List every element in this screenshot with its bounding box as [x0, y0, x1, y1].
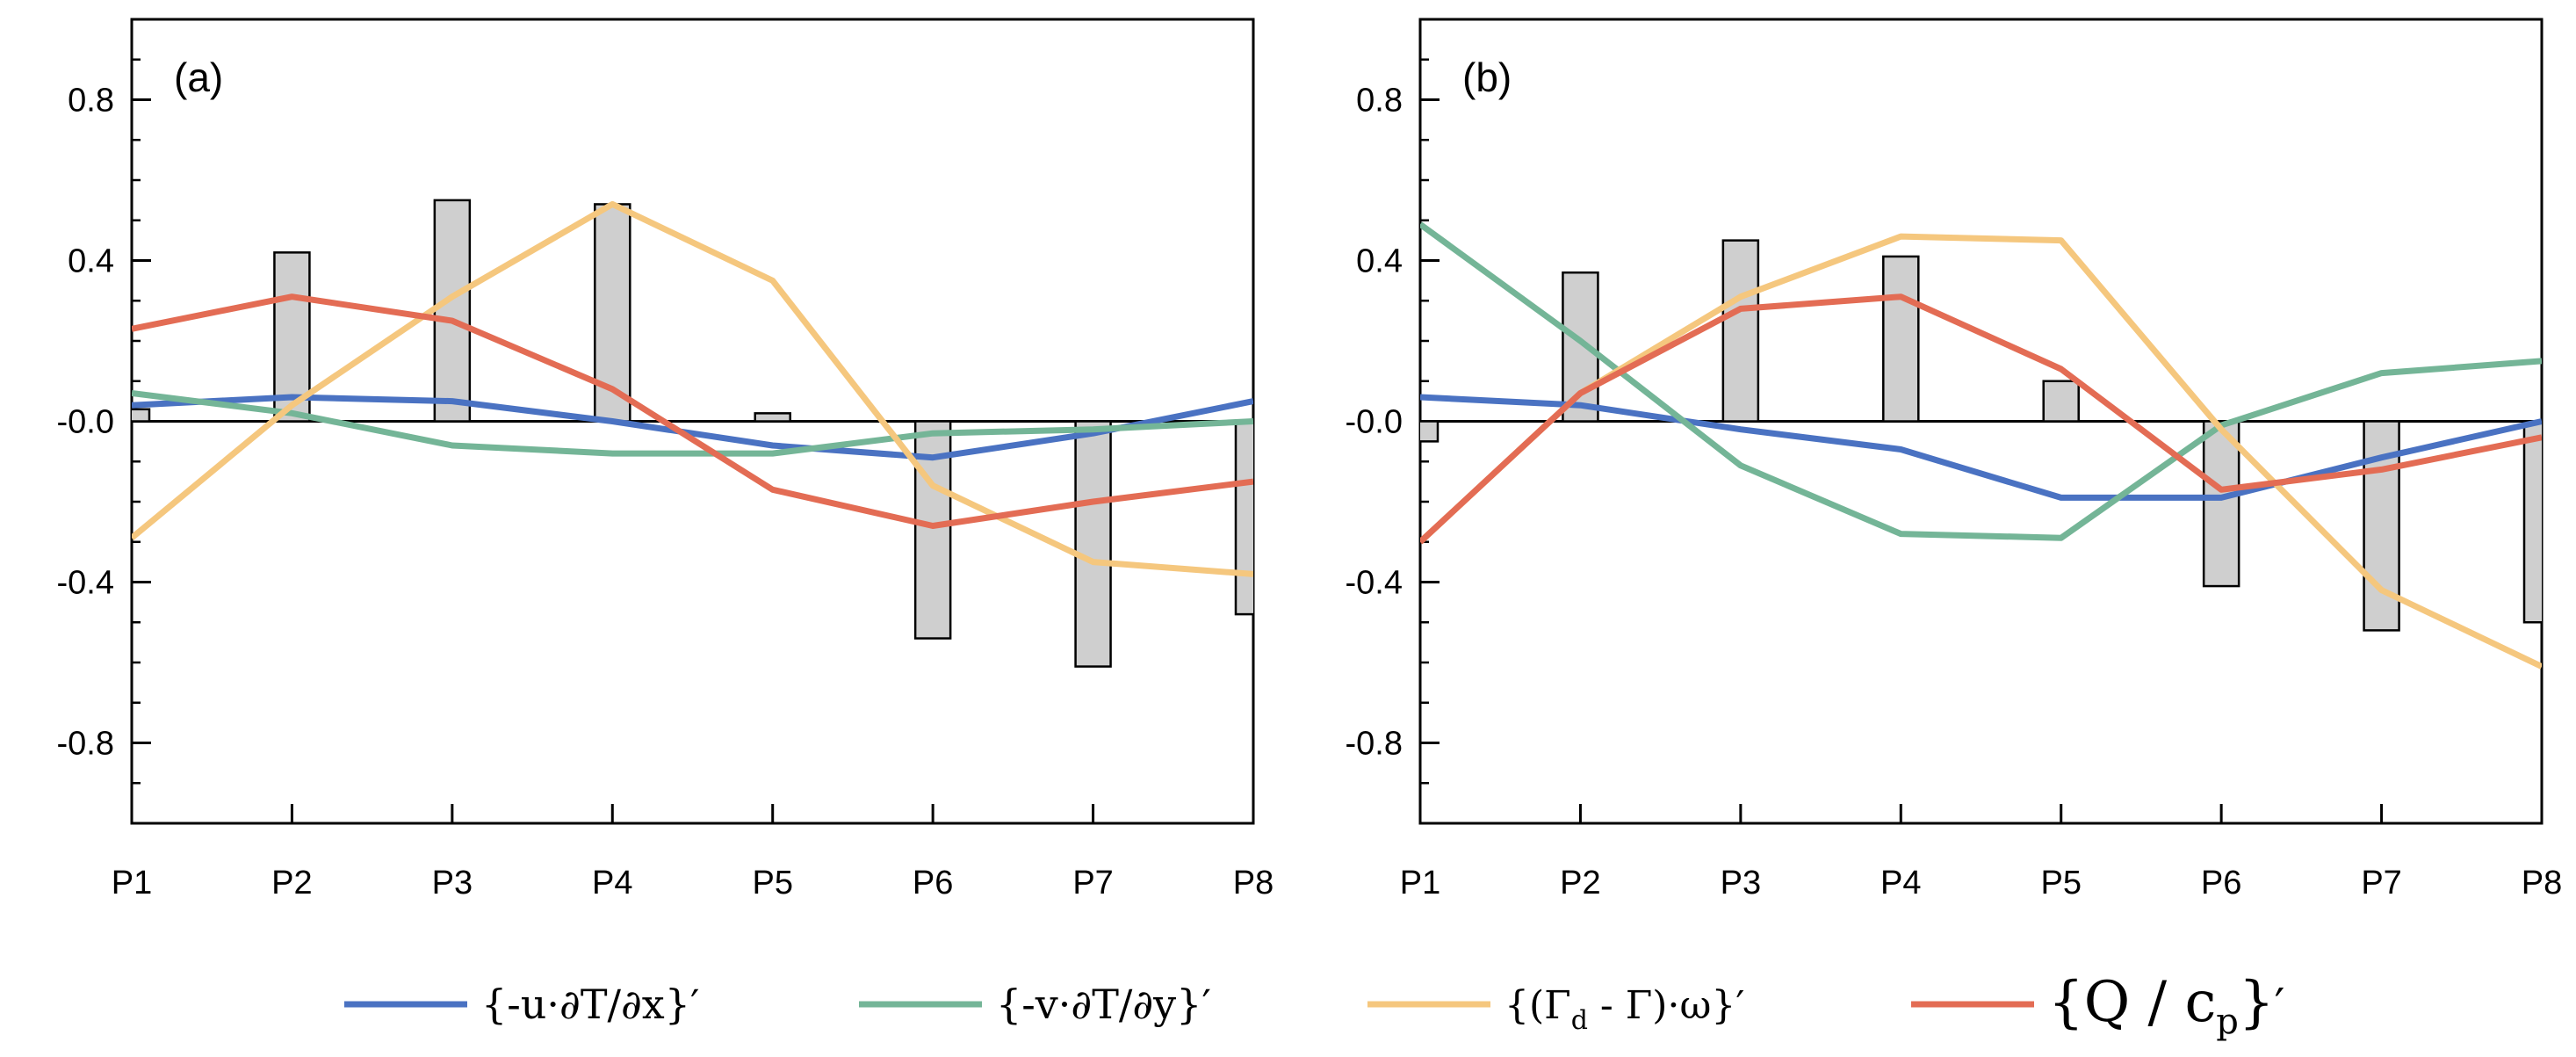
bar-p5 — [754, 412, 791, 423]
bar-p2 — [273, 251, 311, 423]
series-line-v — [1420, 221, 2542, 541]
series-line-q — [132, 293, 1253, 529]
x-tick-label: P8 — [1233, 865, 1274, 901]
series-line-q — [1420, 293, 2542, 545]
legend-label-w: {(Γd - Γ)·ω}′ — [1504, 983, 1744, 1036]
bar-p7 — [1074, 420, 1112, 668]
series-line-w — [132, 200, 1253, 577]
bar-p6 — [2202, 420, 2240, 588]
legend-item-w: {(Γd - Γ)·ω}′ — [1367, 983, 1744, 1036]
bars-b — [1420, 239, 2542, 632]
x-tick-label: P4 — [1880, 865, 1921, 901]
legend-label-q-close: } — [2239, 970, 2275, 1035]
bar-p3 — [1721, 239, 1760, 423]
legend-label-u-body: {-u·∂T/∂x} — [481, 981, 690, 1028]
x-tick-label: P1 — [112, 865, 152, 901]
y-tick-label: -0.8 — [57, 726, 114, 763]
bar-p8 — [2522, 420, 2542, 624]
bar-p4 — [1882, 255, 1920, 423]
x-tick-label: P5 — [752, 865, 792, 901]
x-tick-label: P7 — [2361, 865, 2401, 901]
legend-label-q-sub: p — [2216, 1002, 2239, 1042]
panel-label: (b) — [1462, 54, 1512, 100]
legend-label-w-open: {(Γ — [1504, 983, 1571, 1028]
series-line-u — [132, 394, 1253, 461]
x-tick-label: P7 — [1072, 865, 1113, 901]
legend-label-u-prime: ′ — [690, 981, 699, 1028]
legend-label-v: {-v·∂T/∂y}′ — [996, 981, 1211, 1028]
legend-item-q: {Q / cp}′ — [1911, 970, 2284, 1042]
series-line-u — [1420, 394, 2542, 501]
bar-p5 — [2042, 380, 2080, 423]
x-tick-label: P3 — [432, 865, 473, 901]
legend-item-u: {-u·∂T/∂x}′ — [344, 981, 699, 1028]
y-tick-label: -0.4 — [57, 565, 114, 602]
bar-p8 — [1234, 420, 1253, 616]
x-tick-label: P5 — [2040, 865, 2081, 901]
x-tick-label: P2 — [1560, 865, 1600, 901]
legend-label-q-prime: ′ — [2275, 980, 2285, 1032]
y-tick-label: 0.8 — [1356, 83, 1403, 119]
x-tick-label: P3 — [1721, 865, 1761, 901]
bar-p3 — [433, 199, 472, 423]
legend-label-w-prime: ′ — [1735, 983, 1744, 1028]
x-tick-label: P1 — [1400, 865, 1440, 901]
bars-a — [132, 199, 1253, 668]
x-tick-label: P2 — [271, 865, 312, 901]
y-tick-label: -0.0 — [1346, 404, 1403, 441]
y-tick-label: 0.4 — [68, 243, 114, 280]
legend-label-w-rest: - Γ)·ω} — [1588, 983, 1735, 1028]
y-tick-label: 0.8 — [68, 83, 114, 119]
x-tick-label: P8 — [2522, 865, 2562, 901]
legend-label-q-open: {Q / c — [2048, 970, 2216, 1035]
legend-label-v-body: {-v·∂T/∂y} — [996, 981, 1201, 1028]
series-lines-a — [132, 200, 1253, 577]
x-tick-label: P6 — [913, 865, 953, 901]
legend-label-w-sub: d — [1571, 1005, 1588, 1036]
y-tick-label: -0.0 — [57, 404, 114, 441]
x-tick-label: P4 — [592, 865, 632, 901]
bar-p1 — [1420, 420, 1440, 443]
series-line-v — [132, 390, 1253, 457]
y-tick-label: -0.8 — [1346, 726, 1403, 763]
legend-label-q: {Q / cp}′ — [2048, 970, 2284, 1042]
series-lines-b — [1420, 221, 2542, 670]
legend-label-v-prime: ′ — [1201, 981, 1210, 1028]
bar-p1 — [132, 408, 151, 423]
panel-a: 0.8 0.4 -0.0 -0.4 -0.8 P1 P2 P3 P4 P5 P6 P7 P8 (a) — [57, 18, 1274, 901]
panel-label: (a) — [174, 54, 223, 100]
panel-b: 0.8 0.4 -0.0 -0.4 -0.8 P1 P2 P3 P4 P5 P6 P7 P8 (b) — [1346, 18, 2562, 901]
legend-label-u: {-u·∂T/∂x}′ — [481, 981, 699, 1028]
legend: {-u·∂T/∂x}′ {-v·∂T/∂y}′ {(Γd - Γ)·ω}′ {Q… — [344, 970, 2284, 1042]
x-tick-label: P6 — [2201, 865, 2241, 901]
y-tick-label: 0.4 — [1356, 243, 1403, 280]
y-tick-label: -0.4 — [1346, 565, 1403, 602]
legend-item-v: {-v·∂T/∂y}′ — [859, 981, 1211, 1028]
